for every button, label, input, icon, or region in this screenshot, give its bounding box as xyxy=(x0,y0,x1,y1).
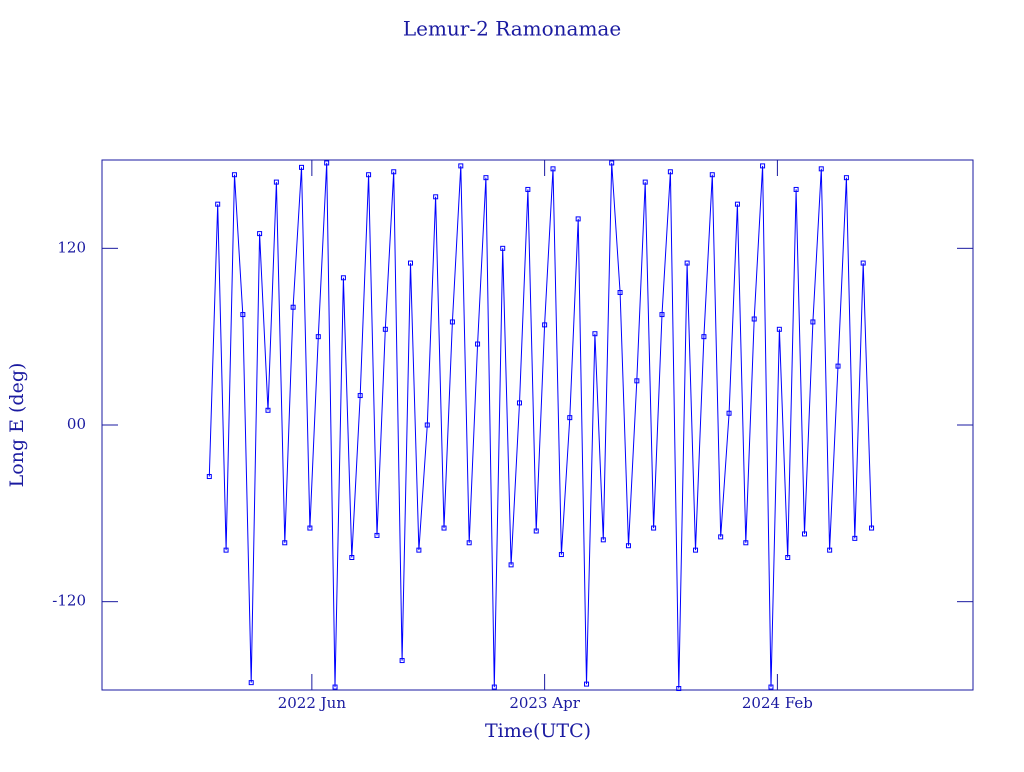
data-point xyxy=(349,555,355,560)
chart-title: Lemur-2 Ramonamae xyxy=(403,17,621,41)
data-point xyxy=(240,312,246,318)
x-tick-label: 2023 Apr xyxy=(509,694,580,712)
data-point xyxy=(265,407,271,413)
data-point xyxy=(299,164,305,170)
data-point xyxy=(860,260,866,266)
data-point xyxy=(843,175,849,181)
data-point xyxy=(366,172,372,178)
data-point xyxy=(382,326,388,332)
data-point xyxy=(584,681,590,687)
data-point xyxy=(424,422,430,428)
data-point xyxy=(416,547,422,553)
data-point xyxy=(248,680,254,686)
data-point xyxy=(516,400,522,406)
data-point xyxy=(709,172,715,178)
data-point xyxy=(315,334,321,340)
data-point xyxy=(332,684,338,690)
data-point xyxy=(852,535,858,541)
data-point xyxy=(642,179,648,185)
data-point xyxy=(357,393,363,399)
data-point xyxy=(835,363,841,369)
data-point xyxy=(542,322,548,328)
data-point xyxy=(793,186,799,192)
data-point xyxy=(290,304,296,310)
data-point xyxy=(500,245,506,251)
data-point xyxy=(257,231,263,237)
data-point xyxy=(231,172,237,178)
data-point xyxy=(726,410,732,416)
data-point xyxy=(760,163,766,169)
data-point xyxy=(458,163,464,169)
data-point xyxy=(508,562,514,568)
data-point xyxy=(869,525,875,531)
data-point xyxy=(475,341,481,347)
data-point xyxy=(634,378,640,384)
data-point xyxy=(776,326,782,332)
data-point xyxy=(550,166,556,172)
data-point xyxy=(223,547,229,553)
data-point xyxy=(818,166,824,172)
data-point xyxy=(810,319,816,325)
data-point xyxy=(449,319,455,325)
data-point xyxy=(785,555,791,560)
data-point xyxy=(600,537,606,543)
data-point xyxy=(592,331,598,337)
data-point xyxy=(533,528,539,534)
data-point xyxy=(466,540,472,546)
y-tick-label: 00 xyxy=(67,415,86,433)
data-point xyxy=(374,532,380,538)
data-point xyxy=(751,316,757,322)
data-point xyxy=(273,179,279,185)
data-point xyxy=(575,216,581,222)
y-axis-label: Long E (deg) xyxy=(6,363,28,488)
data-point xyxy=(307,525,313,531)
data-point xyxy=(651,525,657,531)
data-point xyxy=(609,160,615,166)
x-tick-label: 2022 Jun xyxy=(278,694,347,712)
x-axis-label: Time(UTC) xyxy=(485,720,591,742)
data-point xyxy=(215,201,221,207)
data-point xyxy=(768,684,774,690)
data-point xyxy=(483,175,489,181)
data-point xyxy=(625,543,631,549)
data-point xyxy=(827,547,833,553)
data-point xyxy=(802,531,808,537)
data-point xyxy=(399,658,405,664)
data-point xyxy=(718,534,724,540)
data-point xyxy=(391,169,397,175)
data-point xyxy=(743,540,749,546)
data-point xyxy=(659,312,665,318)
data-point xyxy=(617,290,623,295)
data-point xyxy=(693,547,699,553)
data-point xyxy=(433,194,439,200)
data-point xyxy=(558,552,564,558)
data-point xyxy=(206,474,212,480)
y-tick-label: 120 xyxy=(57,238,86,256)
data-point xyxy=(491,684,497,690)
y-tick-label: -120 xyxy=(52,592,86,610)
data-point xyxy=(667,169,673,175)
data-point xyxy=(701,334,707,340)
data-point xyxy=(734,201,740,207)
data-point xyxy=(407,260,413,266)
data-point xyxy=(676,686,682,692)
data-point xyxy=(441,525,447,531)
data-point xyxy=(324,160,330,166)
data-point xyxy=(282,540,288,546)
data-point xyxy=(525,186,531,192)
data-point xyxy=(567,415,573,421)
x-tick-label: 2024 Feb xyxy=(742,694,813,712)
data-point xyxy=(340,275,346,281)
data-line xyxy=(208,162,873,689)
data-point xyxy=(684,260,690,266)
